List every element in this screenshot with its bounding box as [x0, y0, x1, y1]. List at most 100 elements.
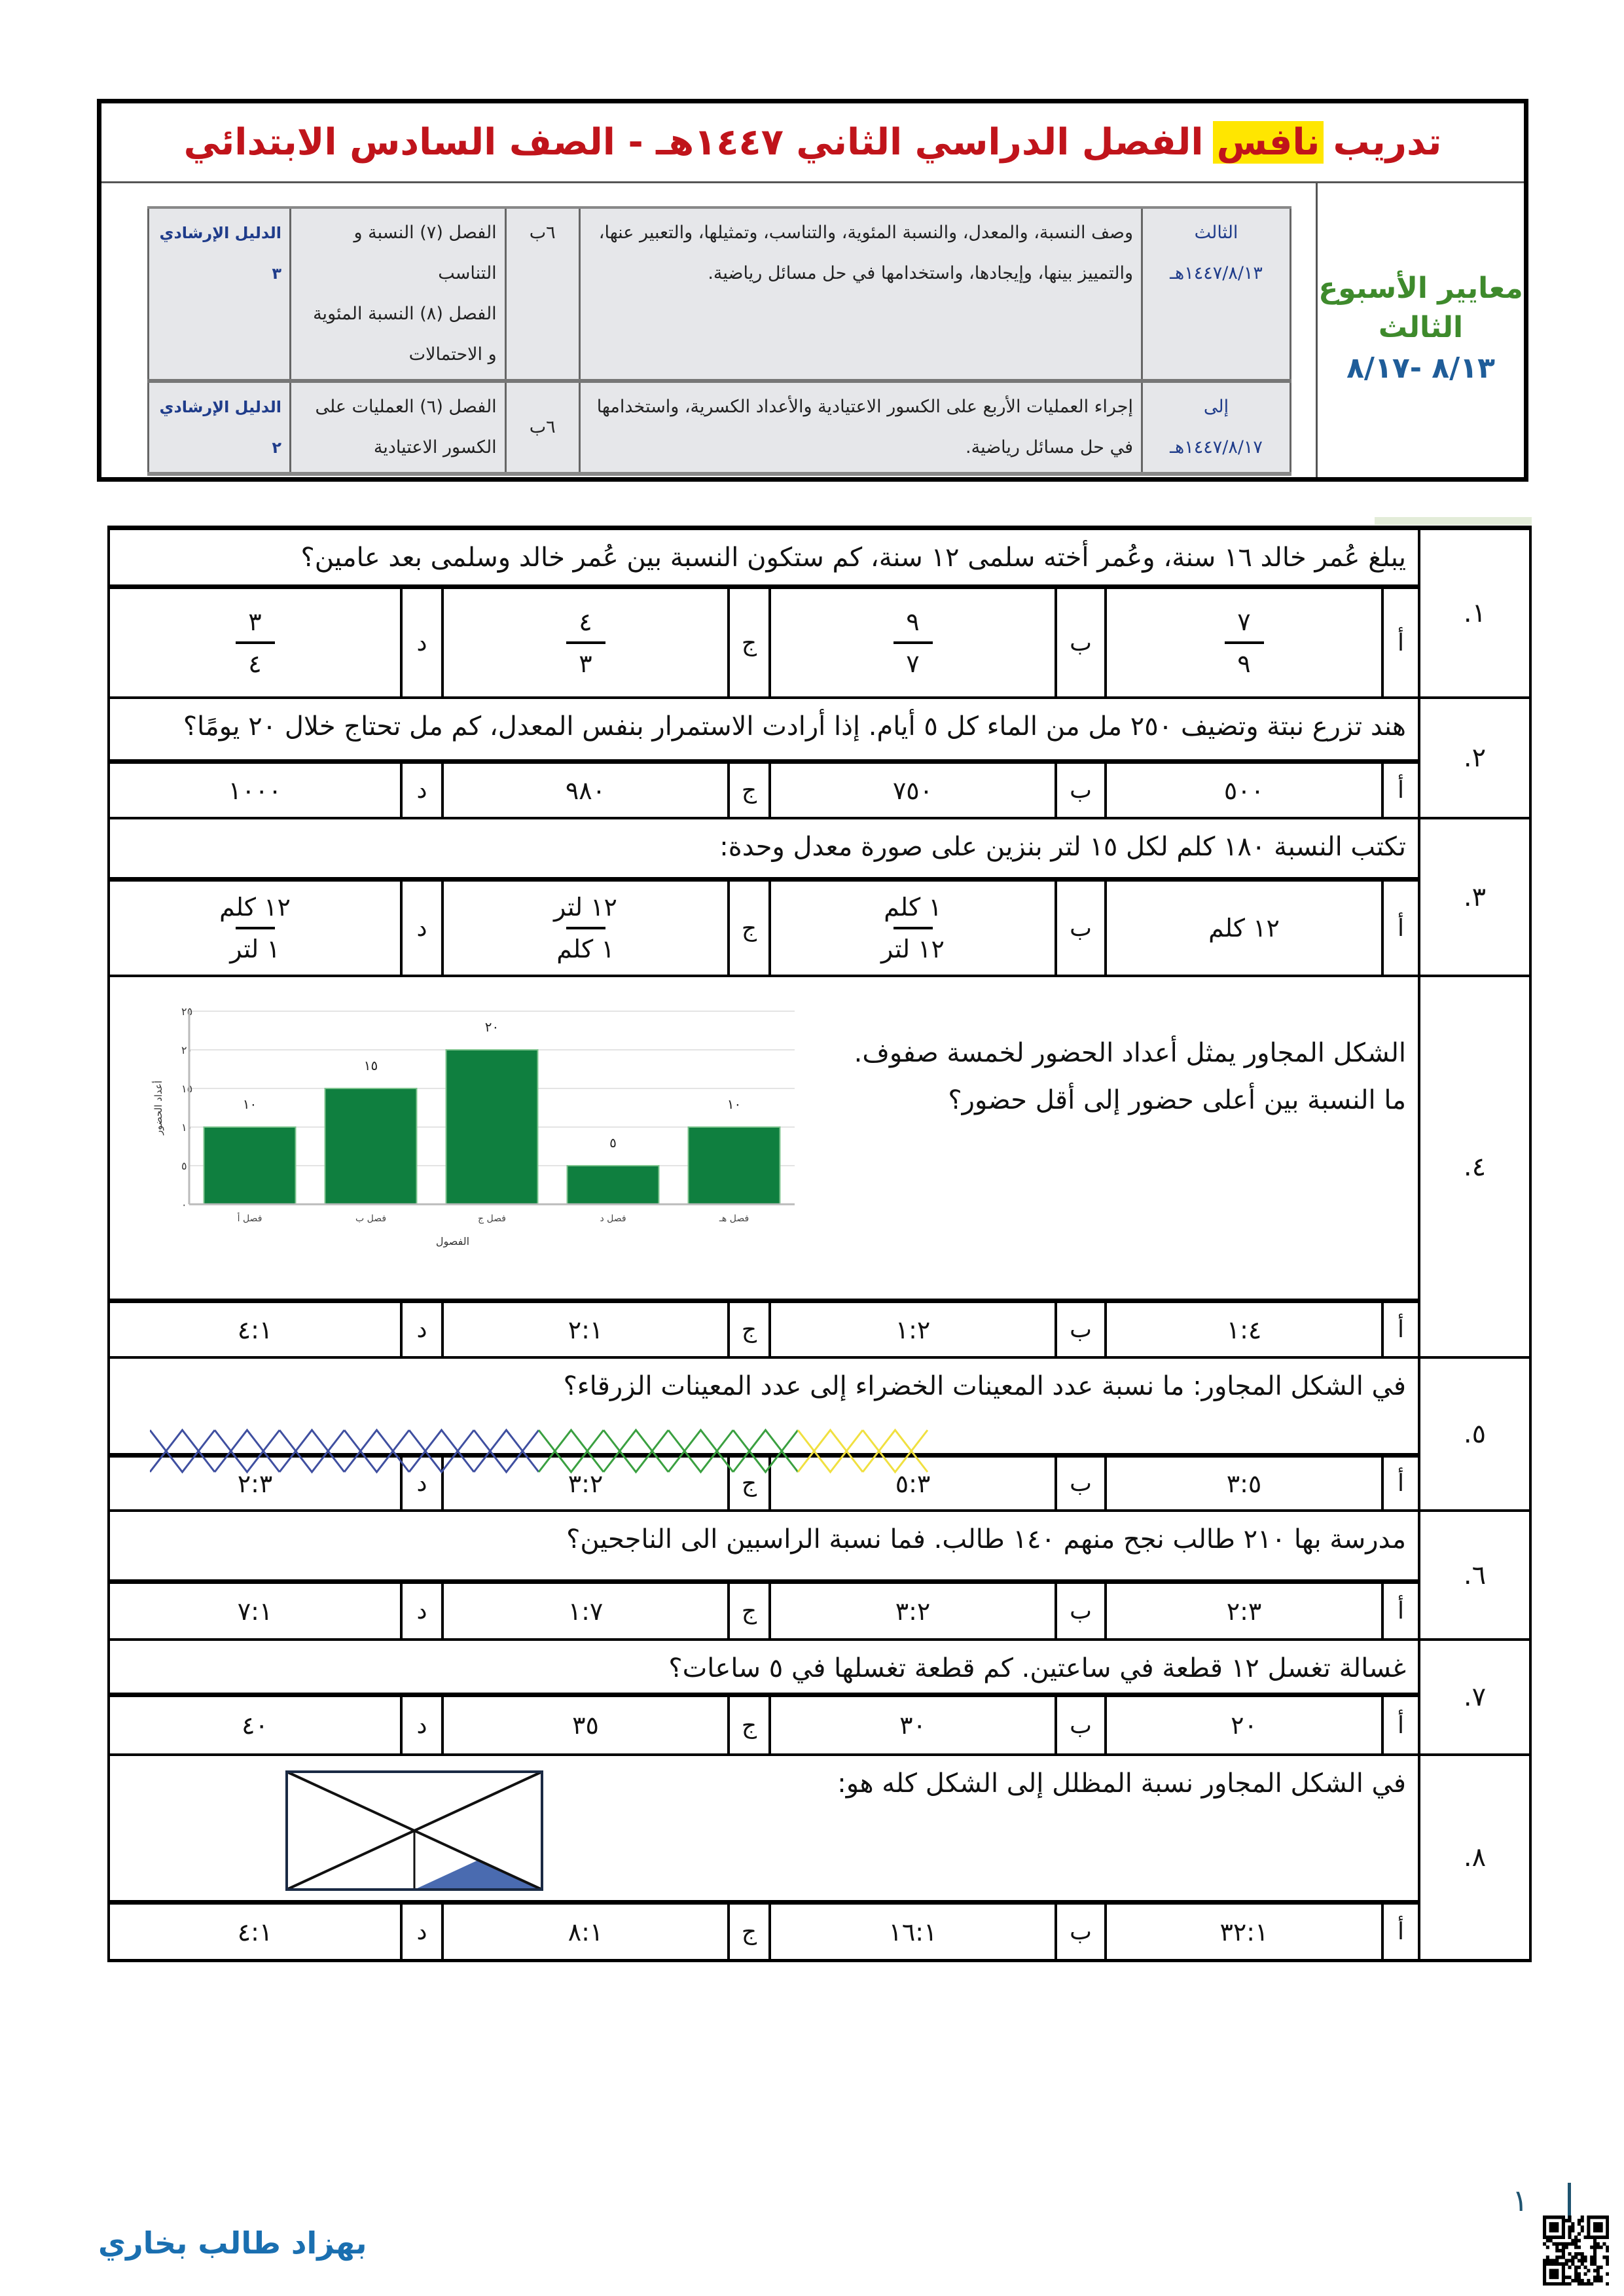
- qr-module: [1606, 2219, 1609, 2223]
- standard-text: وصف النسبة، والمعدل، والنسبة المئوية، وا…: [578, 206, 1144, 381]
- questions-table: ١. يبلغ عُمر خالد ١٦ سنة، وعُمر أخته سلمى…: [107, 526, 1532, 1962]
- qr-module: [1555, 2235, 1559, 2239]
- option-label: أ: [1381, 764, 1418, 817]
- qr-module: [1577, 2245, 1581, 2250]
- qr-module: [1561, 2275, 1565, 2280]
- rhombus-edge: [667, 1428, 734, 1473]
- grade-cell: ٦ب: [504, 206, 581, 381]
- standards-row: الثالث ١٤٤٧/٨/١٣هـ وصف النسبة، والمعدل، و…: [147, 206, 1291, 381]
- fraction-bar: [1224, 641, 1264, 644]
- bar-value-label: ١٥: [364, 1058, 378, 1073]
- bar: [324, 1088, 418, 1205]
- answer-option[interactable]: ٣٠: [768, 1697, 1055, 1753]
- page-number-divider: [1568, 2183, 1571, 2222]
- qr-module: [1568, 2259, 1572, 2263]
- option-label: ج: [727, 589, 768, 696]
- answer-option[interactable]: ٣:٢: [768, 1584, 1055, 1638]
- qr-module: [1580, 2259, 1584, 2263]
- x-tick-label: فصل ج: [478, 1213, 506, 1224]
- qr-module: [1549, 2229, 1553, 2233]
- answer-option[interactable]: ١:٢: [768, 1303, 1055, 1356]
- answer-option[interactable]: ٢:١: [441, 1303, 727, 1356]
- answer-option[interactable]: ٢:٣: [1104, 1584, 1381, 1638]
- answer-option[interactable]: ١٠٠٠: [228, 776, 282, 805]
- numerator: ٤: [579, 607, 592, 636]
- qr-module: [1561, 2245, 1565, 2250]
- answer-option[interactable]: ٥٠٠: [1104, 764, 1381, 817]
- question-text: تكتب النسبة ١٨٠ كلم لكل ١٥ لتر بنزين على…: [110, 819, 1418, 877]
- qr-module: [1543, 2262, 1547, 2266]
- qr-module: [1561, 2252, 1565, 2256]
- chapter-cell: الفصل (٦) العمليات على الكسور الاعتيادية: [289, 379, 507, 476]
- fraction: ١٢ كلم ١ لتر: [219, 890, 291, 966]
- bar: [445, 1049, 539, 1205]
- denominator: ٧: [906, 649, 920, 678]
- denominator: ١ كلم: [556, 935, 615, 963]
- qr-module: [1580, 2282, 1584, 2286]
- chapter-cell: الفصل (٧) النسبة و التناسب الفصل (٨) النس…: [289, 206, 507, 381]
- answer-option[interactable]: ٤:١: [237, 1315, 273, 1344]
- qr-module: [1543, 2275, 1547, 2280]
- qr-module: [1580, 2229, 1584, 2233]
- qr-module: [1543, 2232, 1547, 2236]
- answer-option[interactable]: ١٢ كلم: [1104, 882, 1381, 975]
- question-row: ٥. في الشكل المجاور: ما نسبة عدد المعينات…: [110, 1359, 1529, 1512]
- qr-module: [1577, 2275, 1581, 2280]
- answer-option[interactable]: ٧:١: [237, 1596, 273, 1626]
- answer-option[interactable]: ٧٥٠: [768, 764, 1055, 817]
- question-line: في الشكل المجاور: ما نسبة عدد المعينات ا…: [563, 1371, 1406, 1401]
- fraction: ١٢ لتر ١ كلم: [554, 890, 617, 966]
- fraction-bar: [235, 641, 275, 644]
- rhombus-edge: [797, 1429, 864, 1474]
- option-label: د: [400, 764, 441, 817]
- answer-option[interactable]: ١٦:١: [768, 1905, 1055, 1959]
- bar-value-label: ١٠: [727, 1096, 741, 1112]
- qr-module: [1580, 2215, 1584, 2219]
- answer-option[interactable]: ٤:١: [237, 1917, 273, 1946]
- qr-module: [1555, 2225, 1559, 2229]
- answer-option[interactable]: ٤٠: [242, 1711, 268, 1740]
- answer-option[interactable]: ٣:٥: [1104, 1458, 1381, 1509]
- answer-option[interactable]: ١ كلم ١٢ لتر: [768, 882, 1055, 975]
- qr-module: [1561, 2229, 1565, 2233]
- qr-module: [1596, 2245, 1600, 2250]
- answer-option[interactable]: ٢:٣: [237, 1469, 273, 1498]
- qr-module: [1606, 2248, 1609, 2253]
- qr-module: [1571, 2242, 1575, 2246]
- qr-module: [1580, 2255, 1584, 2259]
- answer-option[interactable]: ٢٠: [1104, 1697, 1381, 1753]
- qr-module: [1599, 2229, 1603, 2233]
- qr-module: [1606, 2245, 1609, 2250]
- option-label: أ: [1381, 1584, 1418, 1638]
- denominator: ٣: [579, 649, 592, 678]
- qr-module: [1543, 2265, 1547, 2269]
- denominator: ٩: [1237, 649, 1251, 678]
- answer-option[interactable]: ٥:٣: [768, 1458, 1055, 1509]
- qr-module: [1587, 2282, 1591, 2286]
- answer-option[interactable]: ١٢ لتر ١ كلم: [441, 882, 727, 975]
- answer-option[interactable]: ٣٢:١: [1104, 1905, 1381, 1959]
- answer-option[interactable]: ١:٤: [1104, 1303, 1381, 1356]
- answer-option[interactable]: ٣:٢: [441, 1458, 727, 1509]
- answer-option[interactable]: ٨:١: [441, 1905, 727, 1959]
- decorative-tab: [1375, 517, 1532, 525]
- answer-option[interactable]: ٩٨٠: [441, 764, 727, 817]
- qr-module: [1549, 2238, 1553, 2243]
- qr-module: [1561, 2242, 1565, 2246]
- qr-module: [1559, 2262, 1562, 2266]
- question-number: ٧.: [1418, 1641, 1529, 1753]
- qr-module: [1602, 2255, 1606, 2259]
- answer-option[interactable]: ٣٥: [441, 1697, 727, 1753]
- question-number: ٤.: [1418, 977, 1529, 1356]
- answer-option[interactable]: ١:٧: [441, 1584, 727, 1638]
- qr-module: [1561, 2232, 1565, 2236]
- answer-option[interactable]: ١٢ كلم ١ لتر: [110, 882, 400, 975]
- qr-module: [1549, 2275, 1553, 2280]
- qr-module: [1596, 2235, 1600, 2239]
- qr-module: [1552, 2275, 1556, 2280]
- numerator: ١ كلم: [884, 893, 942, 922]
